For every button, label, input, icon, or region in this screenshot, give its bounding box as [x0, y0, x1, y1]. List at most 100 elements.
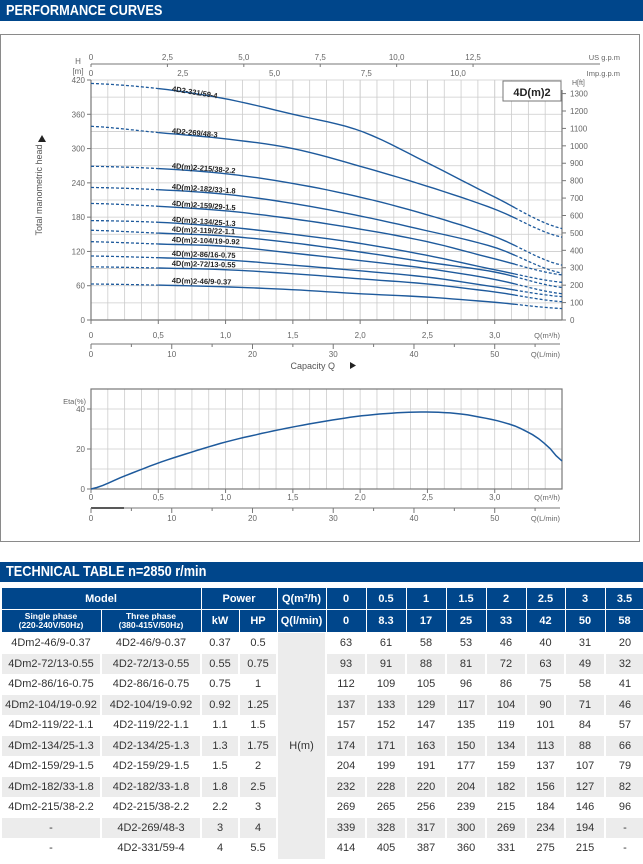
head-curve-dashed-end: [514, 263, 563, 276]
head-curve-dashed-end: [514, 207, 563, 230]
lmin-tick-label: 20: [248, 350, 257, 359]
single-phase-model: 4Dm2-215/38-2.2: [0, 797, 101, 818]
head-curve-dashed-start: [91, 283, 159, 286]
x-tick-label: 2,5: [422, 493, 434, 502]
head-value: 58: [405, 632, 447, 654]
head-value: 191: [405, 756, 447, 777]
head-value: -: [604, 817, 643, 838]
single-phase-model: 4Dm2-86/16-0.75: [0, 674, 101, 695]
single-phase-model: 4Dm2-182/33-1.8: [0, 776, 101, 797]
ft-tick-label: 700: [570, 194, 584, 203]
x-unit-lmin: Q(L/min): [531, 514, 561, 523]
flow-m3h-header: 3: [564, 587, 606, 610]
imp-gpm-tick-label: 10,0: [450, 69, 466, 78]
head-curve: [158, 189, 516, 256]
x-tick-label: 2,0: [355, 331, 367, 340]
head-value: 159: [485, 756, 527, 777]
imp-gpm-label: Imp.g.p.m: [587, 69, 620, 78]
head-value: 81: [445, 653, 487, 674]
table-row: 4Dm2-182/33-1.8 4D2-182/33-1.8 1.8 2.5 232 22…: [0, 776, 643, 797]
head-value: 184: [525, 797, 566, 818]
power-hp: 1: [237, 674, 278, 695]
power-kw: 1.5: [200, 756, 239, 777]
y-unit-label-top: H: [75, 57, 81, 66]
x-tick-label: 1,5: [287, 331, 299, 340]
y-tick-label: 300: [72, 145, 86, 154]
eta-plot-frame: [90, 388, 563, 490]
head-curve-dashed-end: [514, 276, 563, 289]
head-value: 171: [365, 735, 407, 756]
head-curve-dashed-end: [514, 283, 563, 295]
head-value: 82: [604, 776, 643, 797]
head-value: 137: [525, 756, 566, 777]
head-value: 72: [485, 653, 527, 674]
three-phase-model: 4D2-134/25-1.3: [100, 735, 201, 756]
head-curve-dashed-end: [514, 294, 563, 303]
arrow-right-icon: [350, 362, 356, 369]
head-value: 63: [325, 632, 367, 654]
head-curve-series: 4D2-269/48-3: [90, 125, 563, 238]
curve-label: 4D(m)2-104/19-0.92: [172, 235, 240, 246]
x-tick-label: 2,0: [355, 493, 367, 502]
ft-tick-label: 0: [570, 316, 575, 325]
y-tick-label: 420: [72, 76, 86, 85]
lmin-tick-label: 30: [329, 350, 338, 359]
head-value: 133: [365, 694, 407, 715]
head-curve-dashed-end: [514, 289, 563, 298]
head-value: 150: [445, 735, 487, 756]
hp-header: HP: [238, 609, 278, 633]
power-kw: 0.92: [200, 694, 239, 715]
head-value: 134: [485, 735, 527, 756]
head-curve-series: 4D(m)2-119/22-1.1: [91, 225, 563, 289]
table-row: 4Dm2-215/38-2.2 4D2-215/38-2.2 2.2 3 269 265 2…: [0, 797, 643, 818]
power-hp: 2.5: [237, 776, 278, 797]
head-value: 86: [485, 674, 527, 695]
x-tick-label: 0,5: [153, 331, 165, 340]
y-tick-label: 20: [76, 445, 85, 454]
power-hp: 4: [237, 817, 278, 838]
ft-tick-label: 100: [570, 299, 584, 308]
ft-tick-label: 300: [570, 264, 584, 273]
imp-gpm-tick-label: 7,5: [361, 69, 373, 78]
head-curve: [158, 284, 515, 305]
imp-gpm-tick-label: 0: [89, 69, 94, 78]
x-tick-label: 2,5: [422, 331, 434, 340]
lmin-tick-label: 0: [89, 350, 94, 359]
head-value: 32: [604, 653, 643, 674]
x-tick-label: 1,0: [220, 331, 232, 340]
head-value: 53: [445, 632, 487, 654]
lmin-tick-label: 0: [89, 514, 94, 523]
eta-curve: [90, 411, 563, 490]
head-curve-series: 4D(m)2-72/13-0.55: [91, 259, 563, 303]
curve-label: 4D(m)2-119/22-1.1: [172, 225, 236, 237]
q-m3h-header: Q(m³/h): [276, 587, 327, 610]
three-phase-model: 4D2-159/29-1.5: [100, 756, 201, 777]
flow-lmin-header: 50: [564, 609, 606, 633]
power-kw: 2.2: [200, 797, 239, 818]
y-tick-label: 0: [81, 316, 86, 325]
head-value: 194: [564, 817, 606, 838]
head-value: 84: [564, 715, 606, 736]
kw-header: kW: [200, 609, 240, 633]
y-tick-label: 360: [72, 110, 86, 119]
flow-m3h-header: 1.5: [445, 587, 487, 610]
curve-label: 4D2-331/59-4: [171, 84, 219, 100]
head-value: 317: [405, 817, 447, 838]
curve-label: 4D(m)2-215/38-2.2: [172, 161, 236, 175]
us-gpm-tick-label: 10,0: [389, 53, 405, 62]
head-value: 119: [485, 715, 527, 736]
head-value: 239: [445, 797, 487, 818]
ft-tick-label: 600: [570, 211, 584, 220]
head-value: 107: [564, 756, 606, 777]
head-value: 127: [564, 776, 606, 797]
head-curve-dashed-end: [514, 217, 563, 238]
head-curve-dashed-start: [91, 255, 159, 259]
head-curve-series: 4D(m)2-86/16-0.75: [91, 249, 563, 298]
single-phase-model: 4Dm2-134/25-1.3: [0, 735, 101, 756]
power-kw: 4: [200, 838, 239, 859]
power-kw: 1.8: [200, 776, 239, 797]
curve-label: 4D(m)2-159/29-1.5: [172, 199, 236, 213]
head-value: 328: [365, 817, 407, 838]
lmin-tick-label: 50: [490, 350, 499, 359]
